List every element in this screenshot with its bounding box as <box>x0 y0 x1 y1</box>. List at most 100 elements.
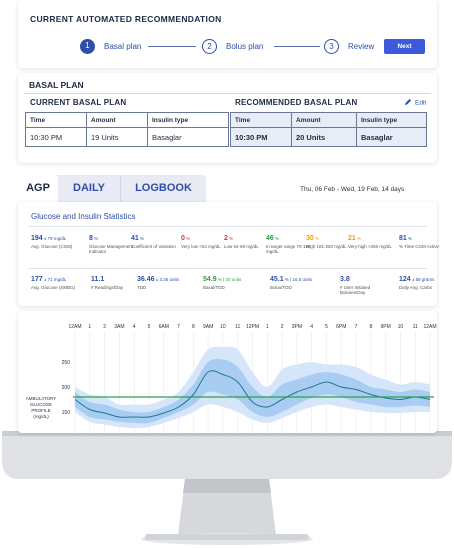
stat-item: 41 % Coefficient of Variation <box>131 235 177 249</box>
stat-value: 21 <box>348 235 356 242</box>
stat-unit: ± 58 grams <box>410 277 435 282</box>
hour-label: 8 <box>192 324 195 330</box>
tab-logbook[interactable]: LOGBOOK <box>135 182 192 194</box>
stat-value: 36.46 <box>137 276 155 283</box>
table-row: 10:30 PM 20 Units Basaglar <box>230 127 427 147</box>
table-cell: Basaglar <box>147 127 229 147</box>
hour-label: 5 <box>325 324 328 330</box>
hour-label: 12PM <box>246 324 259 330</box>
stat-desc: Avg. Glucose (CGM) <box>31 244 73 249</box>
stat-desc: Very low <54 mg/dL <box>181 244 221 249</box>
hour-label: 10 <box>220 324 226 330</box>
stat-value: 11.1 <box>91 276 105 283</box>
stat-value: 2 <box>224 235 228 242</box>
table-cell: 20 Units <box>291 127 357 147</box>
stat-item: 8 % Glucose Management Indicator <box>89 235 135 254</box>
y-tick-label: 150 <box>62 410 71 416</box>
stat-unit: % <box>313 236 320 241</box>
stat-desc: TDD <box>137 285 147 290</box>
stat-value: 124 <box>399 276 411 283</box>
hour-label: 7 <box>177 324 180 330</box>
hour-label: 5 <box>148 324 151 330</box>
divider <box>28 226 427 227</box>
tab-agp[interactable]: AGP <box>18 175 58 202</box>
hour-label: 3PM <box>292 324 302 330</box>
stat-desc: # User Initiated Boluses/Day <box>340 285 371 295</box>
table-header-cell: Time <box>230 112 292 128</box>
step-1-label[interactable]: Basal plan <box>104 42 142 51</box>
basal-plan-card: BASAL PLAN CURRENT BASAL PLAN RECOMMENDE… <box>18 73 437 163</box>
step-1-circle[interactable]: 1 <box>80 39 95 54</box>
y-tick-label: 200 <box>62 385 71 391</box>
stat-value: 194 <box>31 235 43 242</box>
stat-item: 194 ± 79 mg/dL Avg. Glucose (CGM) <box>31 235 77 249</box>
stat-item: 46 % In target range 70-180 mg/dL <box>266 235 312 254</box>
date-range[interactable]: Thu, 06 Feb - Wed, 19 Feb, 14 days <box>300 186 405 193</box>
stat-unit: % <box>355 236 362 241</box>
recommended-basal-title: RECOMMENDED BASAL PLAN <box>235 98 358 107</box>
current-basal-title: CURRENT BASAL PLAN <box>30 98 127 107</box>
step-2-circle[interactable]: 2 <box>202 39 217 54</box>
stat-item: 21 % Very high >250 mg/dL <box>348 235 394 249</box>
hour-label: 9AM <box>203 324 213 330</box>
monitor-frame <box>2 431 452 545</box>
stat-desc: % Time CGM Active <box>399 244 440 249</box>
stat-value: 41 <box>131 235 139 242</box>
stats-card: Glucose and Insulin Statistics 194 ± 79 … <box>18 202 439 306</box>
table-header-row: Time Amount Insulin type <box>25 112 229 128</box>
stat-desc: In target range 70-180 mg/dL <box>266 244 311 254</box>
stat-desc: Coefficient of Variation <box>131 244 176 249</box>
edit-link[interactable]: Edit <box>404 98 426 108</box>
stat-unit: % <box>273 236 280 241</box>
stat-unit: % <box>227 236 234 241</box>
hour-label: 1 <box>88 324 91 330</box>
divider <box>24 93 431 94</box>
table-cell: 10:30 PM <box>230 127 292 147</box>
stat-value: 45.1 <box>270 276 284 283</box>
agp-chart-card: 12AM 1 2 3AM 4 5 6AM 7 8 9AM 10 11 12PM 1 2 3PM 4 5 6PM 7 8 9… <box>18 311 437 433</box>
stat-unit: % <box>138 236 145 241</box>
view-tabs: AGP DAILY LOGBOOK <box>18 175 206 202</box>
stat-value: 54.9 <box>203 276 217 283</box>
stat-value: 3.8 <box>340 276 350 283</box>
step-2-label[interactable]: Bolus plan <box>226 42 264 51</box>
next-button[interactable]: Next <box>384 39 425 54</box>
y-tick-label: 250 <box>62 360 71 366</box>
y-axis-label: (mg/dL) <box>33 414 49 419</box>
stat-item: 11.1 # Readings/Day <box>91 276 137 290</box>
hour-label: 9PM <box>380 324 390 330</box>
stat-desc: Very high >250 mg/dL <box>348 244 392 249</box>
recommended-basal-table: Time Amount Insulin type 10:30 PM 20 Uni… <box>230 112 427 147</box>
hour-label: 6AM <box>159 324 169 330</box>
hour-label: 12AM <box>423 324 436 330</box>
stat-value: 8 <box>89 235 93 242</box>
hour-label: 6PM <box>336 324 346 330</box>
stat-item: 0 % Very low <54 mg/dL <box>181 235 227 249</box>
stat-desc: Bolus/TDD <box>270 285 292 290</box>
step-connector <box>148 46 196 47</box>
stat-item: 54.9 % | 20 units Basal/TDD <box>203 276 249 290</box>
stat-desc: Basal/TDD <box>203 285 225 290</box>
stat-unit: % | 20 units <box>216 277 242 282</box>
stat-item: 2 % Low 54-69 mg/dL <box>224 235 270 249</box>
hour-label: 7 <box>355 324 358 330</box>
stat-unit: % <box>406 236 413 241</box>
tab-divider <box>120 175 121 202</box>
table-header-cell: Amount <box>291 112 357 128</box>
basal-plan-title: BASAL PLAN <box>29 80 84 90</box>
step-3-label[interactable]: Review <box>348 42 375 51</box>
hour-label: 4 <box>133 324 136 330</box>
stat-item: 36.46 ± 3.36 units TDD <box>137 276 183 290</box>
stat-item: 124 ± 58 grams Daily Avg. Carbs <box>399 276 445 290</box>
y-axis-label: AMBULATORY <box>26 396 57 401</box>
stat-item: 30 % High 181-250 mg/dL <box>306 235 352 249</box>
recommendation-title: CURRENT AUTOMATED RECOMMENDATION <box>30 14 222 24</box>
hour-label: 2 <box>281 324 284 330</box>
table-cell: 10:30 PM <box>25 127 87 147</box>
tab-daily[interactable]: DAILY <box>73 182 105 194</box>
table-cell: Basaglar <box>356 127 427 147</box>
pencil-icon <box>404 98 412 108</box>
hour-label: 10 <box>398 324 404 330</box>
stats-title: Glucose and Insulin Statistics <box>31 212 136 221</box>
step-3-circle[interactable]: 3 <box>324 39 339 54</box>
